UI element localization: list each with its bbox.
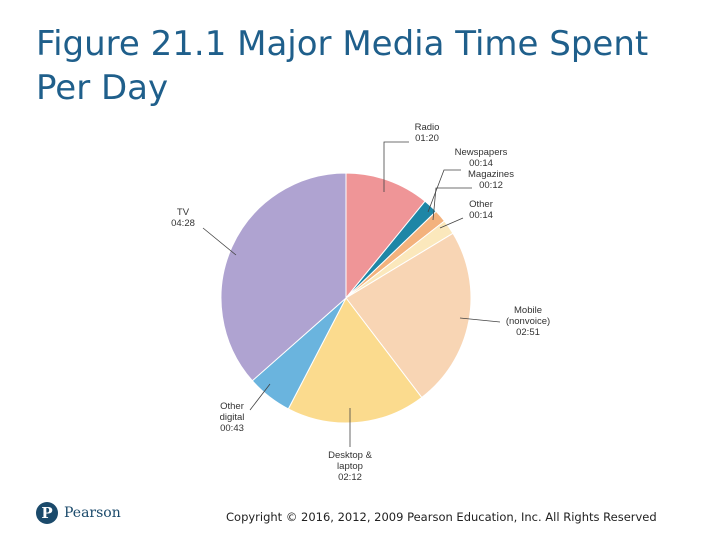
leader-line bbox=[249, 383, 271, 411]
slice-name: (nonvoice) bbox=[506, 316, 550, 327]
slice-time-value: 00:14 bbox=[469, 210, 493, 221]
slice-time-value: 00:12 bbox=[479, 180, 503, 191]
slice-time-value: 01:20 bbox=[415, 133, 439, 144]
slice-label: TV 04:28 bbox=[171, 207, 195, 229]
slice-name: Desktop & bbox=[328, 450, 372, 461]
copyright-notice: Copyright © 2016, 2012, 2009 Pearson Edu… bbox=[226, 510, 657, 524]
leader-line bbox=[202, 227, 237, 256]
pie-slice-tv bbox=[220, 172, 347, 382]
leader-line bbox=[439, 217, 464, 229]
slice-name: Newspapers bbox=[455, 147, 508, 158]
slice-label: Other 00:14 bbox=[469, 199, 493, 221]
slice-time-value: 04:28 bbox=[171, 218, 195, 229]
slice-label: Newspapers 00:14 bbox=[455, 147, 508, 169]
slice-name: Magazines bbox=[468, 169, 514, 180]
slice-name: Mobile bbox=[514, 305, 542, 316]
slice-name: TV bbox=[177, 207, 190, 218]
slice-time-value: 00:14 bbox=[469, 158, 493, 169]
slice-label: Desktop & laptop 02:12 bbox=[328, 450, 372, 483]
slice-label: Radio 01:20 bbox=[415, 122, 440, 144]
slice-time-value: 02:51 bbox=[516, 327, 540, 338]
slice-name: Other bbox=[469, 199, 493, 210]
leader-line bbox=[459, 317, 501, 323]
pie-slice-mobile-nonvoice bbox=[345, 232, 472, 399]
slice-label: Magazines 00:12 bbox=[468, 169, 514, 191]
leader-line bbox=[383, 141, 409, 192]
pie-slice-desktop-laptop bbox=[287, 297, 423, 424]
slice-time-value: 00:43 bbox=[220, 423, 244, 434]
pearson-logo: P Pearson bbox=[36, 502, 121, 524]
slice-label: Other digital 00:43 bbox=[220, 401, 245, 434]
slice-name: Radio bbox=[415, 122, 440, 133]
pie-slice-radio bbox=[345, 172, 426, 300]
slice-time-value: 02:12 bbox=[338, 472, 362, 483]
pearson-logo-text: Pearson bbox=[64, 505, 121, 521]
leader-line bbox=[432, 187, 472, 221]
slice-name: digital bbox=[220, 412, 245, 423]
slice-name: Other bbox=[220, 401, 244, 412]
slice-name: laptop bbox=[337, 461, 363, 472]
slice-label: Mobile (nonvoice) 02:51 bbox=[506, 305, 550, 338]
slide-title: Figure 21.1 Major Media Time Spent Per D… bbox=[36, 24, 649, 108]
pearson-logo-icon: P bbox=[36, 502, 58, 524]
leader-line bbox=[427, 169, 461, 213]
